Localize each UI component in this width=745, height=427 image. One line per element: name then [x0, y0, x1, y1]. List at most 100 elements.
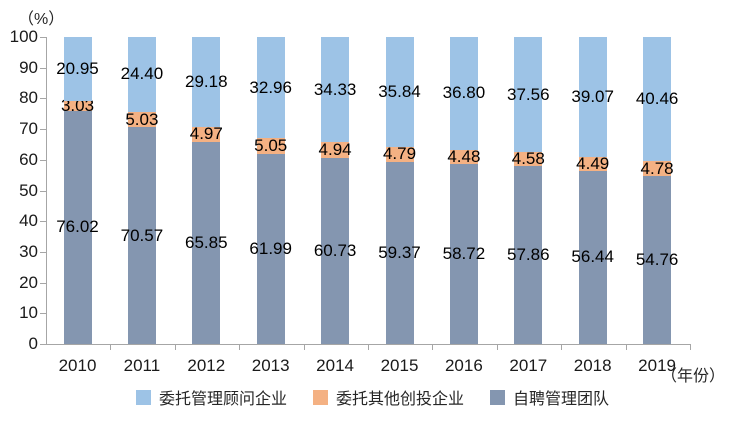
y-tick-mark: [40, 98, 46, 99]
segment-label: 24.40: [120, 64, 164, 84]
x-tick-mark: [239, 344, 240, 350]
bar-segment: [321, 142, 350, 158]
y-tick-mark: [40, 283, 46, 284]
legend-label: 自聘管理团队: [513, 391, 610, 408]
segment-label: 37.56: [507, 84, 550, 104]
bar-segment: [578, 156, 607, 171]
year-label: 2017: [509, 356, 548, 375]
y-tick-label: 60: [19, 150, 38, 169]
segment-label: 60.73: [313, 240, 357, 260]
x-tick-mark: [368, 344, 369, 350]
bar-segment: [256, 37, 285, 139]
segment-label: 4.79: [382, 144, 417, 164]
y-tick-label: 40: [19, 211, 38, 230]
segment-label: 34.33: [313, 79, 357, 99]
segment-label: 29.18: [185, 71, 228, 91]
year-label: 2019: [638, 356, 676, 375]
year-label: 2018: [573, 356, 612, 375]
segment-label: 5.05: [254, 135, 288, 155]
legend-label: 委托管理顾问企业: [158, 391, 287, 408]
y-tick-label: 0: [28, 334, 38, 353]
x-tick-mark: [175, 344, 176, 350]
year-label: 2010: [58, 356, 97, 375]
segment-label: 4.48: [447, 146, 481, 166]
legend-item: 自聘管理团队: [490, 385, 609, 409]
y-tick-label: 50: [19, 181, 38, 200]
segment-label: 20.95: [56, 59, 99, 79]
segment-label: 4.49: [576, 153, 610, 173]
bar-segment: [385, 37, 414, 148]
bar-segment: [192, 126, 221, 142]
x-tick-mark: [690, 344, 691, 350]
bar-segment: [256, 153, 285, 344]
y-tick-label: 10: [19, 303, 38, 322]
y-tick-mark: [40, 191, 46, 192]
bar-segment: [321, 37, 350, 143]
bar-segment: [514, 152, 543, 167]
segment-label: 40.46: [635, 89, 679, 109]
x-tick-mark: [497, 344, 498, 350]
bar-segment: [643, 37, 672, 162]
segment-label: 54.76: [635, 249, 679, 269]
segment-label: 58.72: [442, 243, 486, 263]
segment-label: 61.99: [249, 238, 292, 258]
x-tick-mark: [432, 344, 433, 350]
bar-segment: [514, 166, 543, 344]
y-axis-unit-label: （%）: [18, 11, 65, 28]
legend-item: 委托其他创投企业: [312, 385, 464, 409]
y-tick-mark: [40, 221, 46, 222]
y-tick-mark: [40, 160, 46, 161]
y-tick-label: 100: [9, 27, 38, 46]
year-label: 2015: [380, 356, 419, 375]
segment-label: 4.58: [511, 149, 545, 169]
bar-segment: [256, 138, 285, 154]
legend-swatch-icon: [312, 389, 328, 405]
y-tick-label: 20: [19, 273, 38, 292]
bar-segment: [63, 110, 92, 344]
segment-label: 32.96: [249, 77, 292, 97]
year-label: 2012: [187, 356, 226, 375]
year-label: 2016: [444, 356, 483, 375]
y-tick-mark: [40, 313, 46, 314]
bar-segment: [643, 175, 672, 344]
y-tick-mark: [40, 129, 46, 130]
bar-segment: [578, 170, 607, 344]
bar-segment: [63, 37, 92, 102]
bar-segment: [385, 161, 414, 344]
segment-label: 35.84: [378, 82, 421, 101]
y-tick-label: 90: [19, 58, 38, 77]
legend-item: 委托管理顾问企业: [135, 385, 287, 409]
bar-segment: [63, 101, 92, 111]
bar-segment: [192, 141, 221, 344]
y-tick-label: 30: [19, 242, 38, 261]
year-label: 2013: [251, 356, 290, 375]
segment-label: 36.80: [442, 83, 486, 103]
legend-swatch-icon: [135, 389, 151, 405]
bar-segment: [127, 37, 156, 112]
bar-segment: [321, 157, 350, 344]
y-axis-line: [46, 37, 47, 344]
x-tick-mark: [561, 344, 562, 350]
bar-segment: [514, 37, 543, 153]
legend: 委托管理顾问企业 委托其他创投企业 自聘管理团队: [0, 385, 745, 409]
segment-label: 4.78: [640, 158, 674, 178]
segment-label: 59.37: [378, 242, 421, 262]
segment-label: 65.85: [185, 232, 228, 252]
bar-segment: [578, 37, 607, 157]
y-tick-mark: [40, 344, 46, 345]
segment-label: 4.94: [318, 139, 352, 159]
x-tick-mark: [304, 344, 305, 350]
legend-swatch-icon: [490, 389, 505, 405]
y-tick-mark: [40, 37, 46, 38]
bar-segment: [643, 161, 672, 176]
x-axis-unit-label: （年份）: [661, 368, 726, 385]
bar-segment: [127, 111, 156, 128]
bar-segment: [127, 127, 156, 344]
segment-label: 70.57: [120, 225, 164, 245]
legend-label: 委托其他创投企业: [335, 391, 464, 408]
segment-label: 76.02: [56, 217, 99, 237]
bar-segment: [449, 149, 478, 164]
segment-label: 4.97: [189, 124, 223, 144]
bar-segment: [192, 37, 221, 127]
